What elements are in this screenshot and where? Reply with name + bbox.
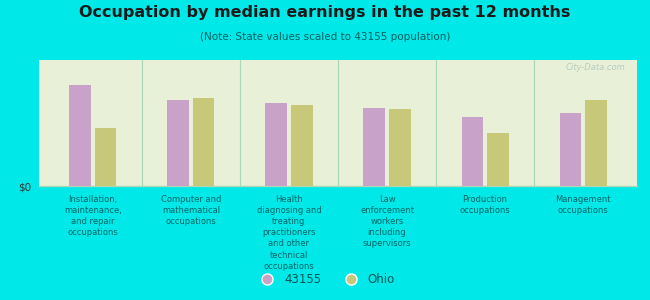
Bar	[487, 133, 508, 186]
Bar	[70, 85, 91, 186]
Bar	[363, 108, 385, 186]
Bar	[389, 109, 411, 186]
Bar	[193, 98, 214, 186]
Bar	[560, 113, 581, 186]
Legend: 43155, Ohio: 43155, Ohio	[251, 269, 399, 291]
Text: (Note: State values scaled to 43155 population): (Note: State values scaled to 43155 popu…	[200, 32, 450, 41]
Bar	[168, 100, 189, 186]
Text: City-Data.com: City-Data.com	[566, 62, 625, 71]
Text: Occupation by median earnings in the past 12 months: Occupation by median earnings in the pas…	[79, 4, 571, 20]
Bar	[291, 105, 313, 186]
Bar	[265, 103, 287, 186]
Bar	[462, 117, 483, 186]
Bar	[585, 100, 606, 186]
Bar	[95, 128, 116, 186]
